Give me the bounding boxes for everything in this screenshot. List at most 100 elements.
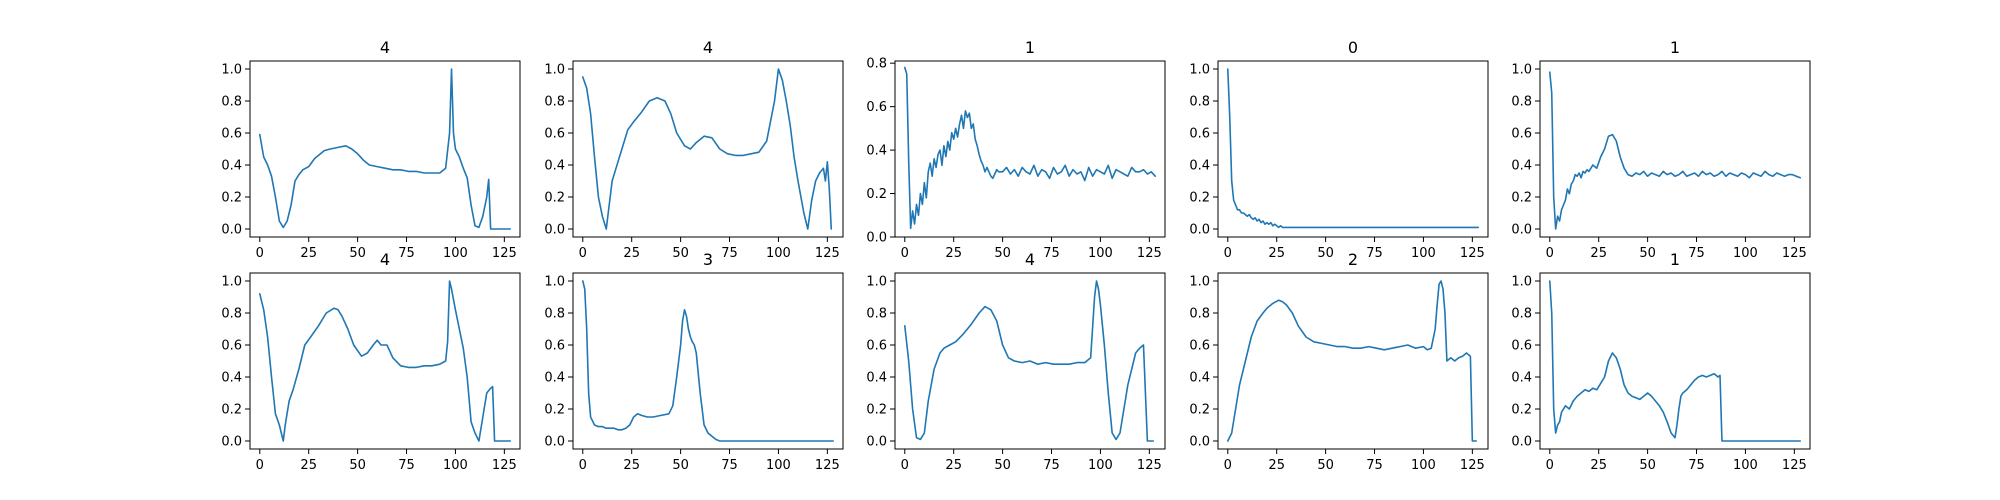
x-tick-label: 0 [1546,458,1554,473]
y-tick-label: 0.6 [1511,339,1532,354]
subplot-2: 0 25 50 75 100 125 0.0 0.2 0.4 0.6 0.8 1.0 4 [544,38,844,261]
series-line [258,68,512,230]
y-tick-label: 0.4 [221,371,242,386]
y-tick-label: 1.0 [544,275,565,290]
x-tick-label: 50 [349,246,366,261]
x-tick-label: 100 [1733,246,1758,261]
series-line [581,280,835,442]
subplot-title: 4 [1025,250,1035,269]
subplot-8: 0 25 50 75 100 125 0.0 0.2 0.4 0.6 0.8 1.0 4 [866,250,1166,473]
x-tick-label: 75 [721,246,738,261]
y-tick-label: 0.6 [221,127,242,142]
subplot-title: 1 [1670,38,1680,57]
x-tick-label: 125 [492,458,517,473]
series-line [258,280,512,442]
axes-frame [249,60,521,238]
series-line [903,280,1155,442]
x-tick-label: 0 [901,246,909,261]
x-tick-label: 100 [443,458,468,473]
x-tick-label: 100 [766,458,791,473]
subplot-10: 0 25 50 75 100 125 0.0 0.2 0.4 0.6 0.8 1.0 1 [1511,250,1811,473]
y-tick-label: 1.0 [866,275,887,290]
x-tick-label: 50 [1639,458,1656,473]
x-tick-label: 125 [1782,458,1807,473]
x-tick-label: 25 [300,458,317,473]
y-tick-label: 0.2 [544,403,565,418]
y-tick-label: 0.2 [866,403,887,418]
x-tick-label: 100 [1088,458,1113,473]
x-tick-label: 0 [1224,458,1232,473]
y-tick-label: 0.6 [866,100,887,115]
y-tick-label: 0.8 [544,95,565,110]
x-tick-label: 25 [300,246,317,261]
x-tick-label: 75 [1043,246,1060,261]
y-tick-label: 0.8 [544,307,565,322]
y-tick-label: 0.0 [1511,435,1532,450]
y-tick-label: 0.0 [544,435,565,450]
x-tick-label: 125 [1137,246,1162,261]
subplot-7: 0 25 50 75 100 125 0.0 0.2 0.4 0.6 0.8 1.0 3 [544,250,844,473]
axes-frame [1217,60,1489,238]
y-tick-label: 0.2 [544,191,565,206]
y-tick-label: 0.0 [866,231,887,246]
x-tick-label: 100 [766,246,791,261]
y-tick-label: 0.2 [1189,191,1210,206]
x-tick-label: 0 [1224,246,1232,261]
x-tick-label: 0 [256,246,264,261]
axes-frame [1217,272,1489,450]
axes-frame [894,60,1166,238]
series-line [903,66,1157,230]
x-tick-label: 125 [1460,458,1485,473]
series-line [1226,280,1478,442]
x-tick-label: 75 [1366,246,1383,261]
x-tick-label: 125 [1782,246,1807,261]
axes-frame [249,272,521,450]
x-tick-label: 75 [1366,458,1383,473]
x-tick-label: 50 [1317,246,1334,261]
subplot-title: 3 [703,250,713,269]
y-tick-label: 0.8 [866,307,887,322]
x-tick-label: 25 [1590,246,1607,261]
y-tick-label: 0.4 [866,371,887,386]
y-tick-label: 0.4 [544,159,565,174]
x-tick-label: 100 [443,246,468,261]
axes-frame [894,272,1166,450]
x-tick-label: 25 [945,458,962,473]
x-tick-label: 25 [1590,458,1607,473]
x-tick-label: 75 [1688,458,1705,473]
series-line [1548,71,1802,230]
subplot-title: 1 [1025,38,1035,57]
y-tick-label: 0.6 [1511,127,1532,142]
y-tick-label: 0.6 [544,127,565,142]
y-tick-label: 0.8 [221,95,242,110]
y-tick-label: 0.2 [1511,403,1532,418]
y-tick-label: 0.8 [1189,307,1210,322]
x-tick-label: 0 [1546,246,1554,261]
y-tick-label: 0.6 [221,339,242,354]
x-tick-label: 0 [256,458,264,473]
x-tick-label: 50 [994,246,1011,261]
y-tick-label: 1.0 [221,63,242,78]
y-tick-label: 0.6 [544,339,565,354]
subplot-9: 0 25 50 75 100 125 0.0 0.2 0.4 0.6 0.8 1.0 2 [1189,250,1489,473]
x-tick-label: 100 [1733,458,1758,473]
subplot-3: 0 25 50 75 100 125 0.0 0.2 0.4 0.6 0.8 1 [866,38,1166,261]
x-tick-label: 0 [901,458,909,473]
x-tick-label: 50 [349,458,366,473]
x-tick-label: 25 [945,246,962,261]
x-tick-label: 25 [623,246,640,261]
y-tick-label: 0.2 [221,191,242,206]
y-tick-label: 0.4 [544,371,565,386]
x-tick-label: 0 [579,246,587,261]
y-tick-label: 0.0 [221,435,242,450]
y-tick-label: 0.6 [1189,127,1210,142]
x-tick-label: 75 [1688,246,1705,261]
subplot-title: 4 [380,38,390,57]
x-tick-label: 125 [1460,246,1485,261]
x-tick-label: 25 [623,458,640,473]
x-tick-label: 25 [1268,458,1285,473]
x-tick-label: 50 [994,458,1011,473]
y-tick-label: 0.8 [1511,95,1532,110]
y-tick-label: 1.0 [1511,63,1532,78]
